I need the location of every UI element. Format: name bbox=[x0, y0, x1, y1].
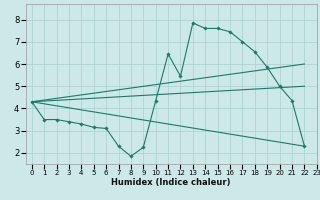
X-axis label: Humidex (Indice chaleur): Humidex (Indice chaleur) bbox=[111, 178, 231, 187]
